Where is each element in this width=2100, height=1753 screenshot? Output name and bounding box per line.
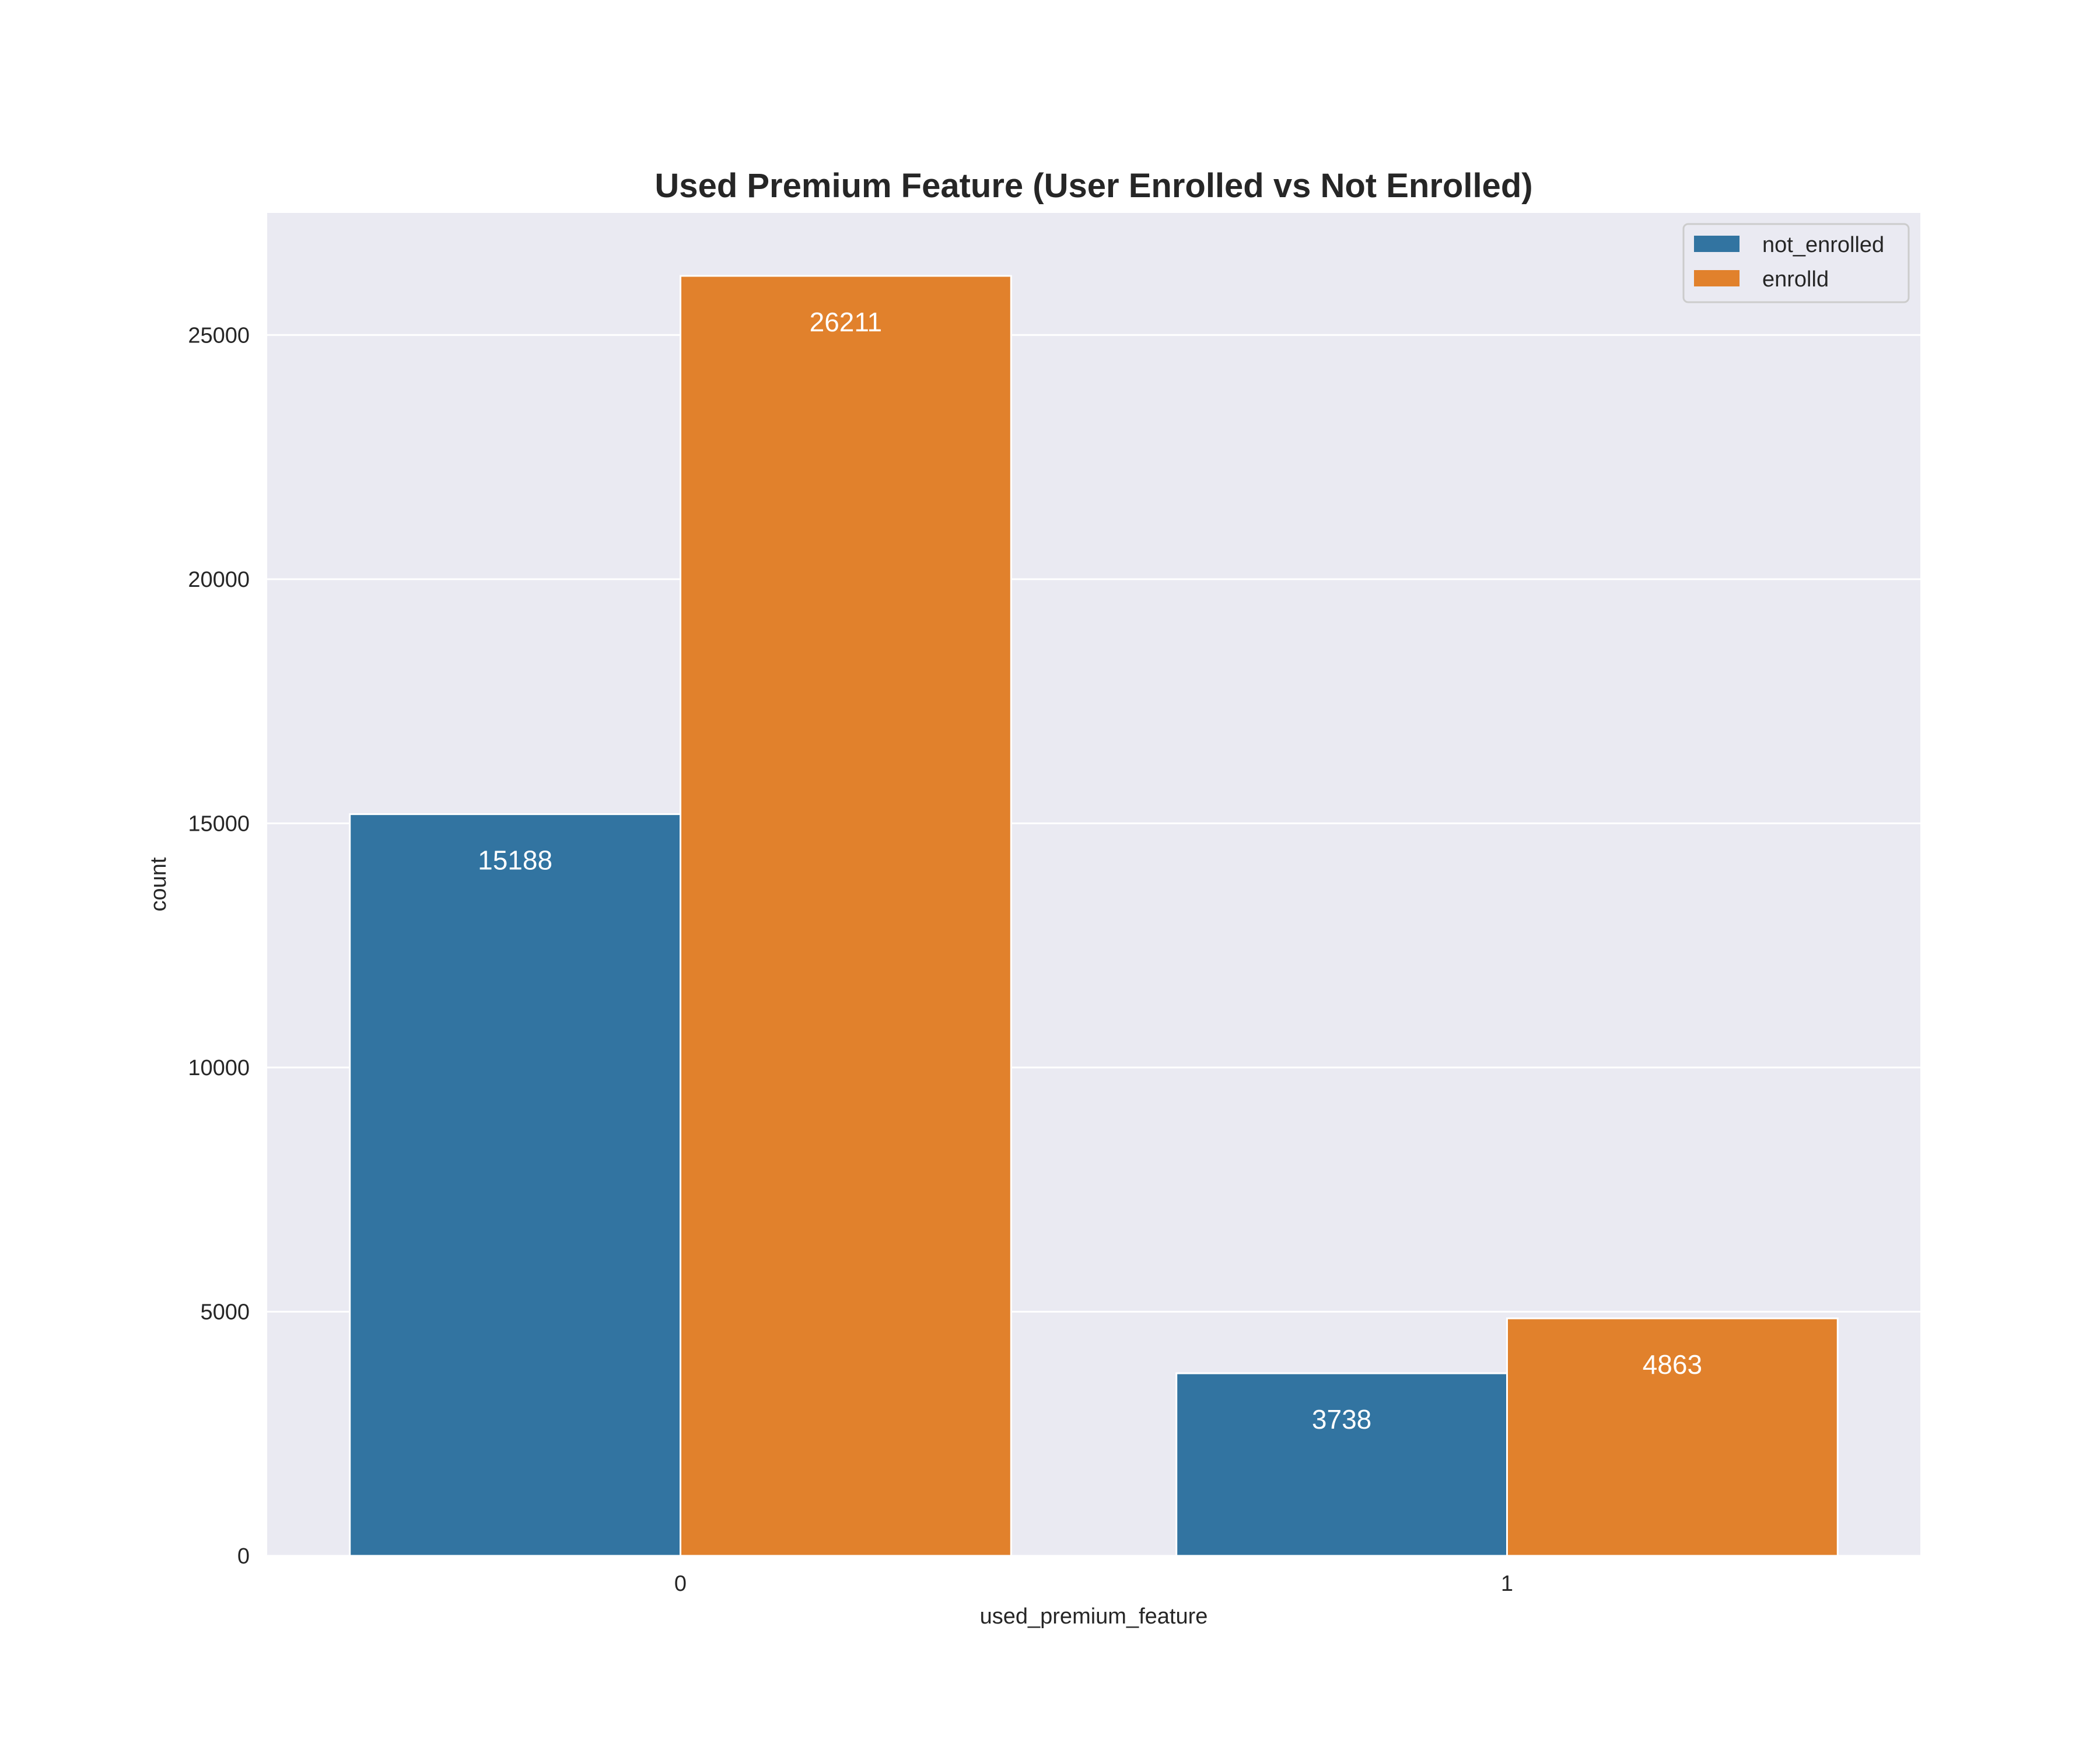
legend-label-not-enrolled: not_enrolled xyxy=(1762,233,1884,257)
y-axis-ticks: 0 5000 10000 15000 20000 25000 xyxy=(188,323,250,1569)
x-tick-label: 0 xyxy=(674,1572,687,1596)
bars-layer xyxy=(349,275,1839,1557)
y-tick-label: 15000 xyxy=(188,811,250,836)
x-axis-label: used_premium_feature xyxy=(980,1604,1208,1629)
y-tick-label: 20000 xyxy=(188,568,250,592)
bar-not_enrolled-0 xyxy=(349,813,681,1557)
y-axis-label: count xyxy=(146,857,171,911)
data-label-enrolld-0: 26211 xyxy=(810,307,883,337)
data-label-enrolld-1: 4863 xyxy=(1643,1349,1702,1380)
bar-enrolld-0 xyxy=(680,275,1012,1557)
y-tick-label: 5000 xyxy=(200,1300,250,1324)
legend: not_enrolled enrolld xyxy=(1682,223,1910,303)
data-labels-layer: 15188 26211 3738 4863 xyxy=(478,307,1702,1434)
legend-swatch-not-enrolled xyxy=(1694,236,1740,252)
data-label-not_enrolled-1: 3738 xyxy=(1312,1404,1371,1434)
data-label-not_enrolled-0: 15188 xyxy=(478,845,552,876)
bar-not_enrolled-1 xyxy=(1175,1372,1508,1557)
y-tick-label: 10000 xyxy=(188,1056,250,1080)
legend-swatch-enrolld xyxy=(1694,270,1740,286)
bar-enrolld-1 xyxy=(1506,1317,1839,1557)
y-tick-label: 25000 xyxy=(188,323,250,348)
legend-box xyxy=(1682,223,1910,303)
y-tick-label: 0 xyxy=(237,1544,250,1569)
x-tick-label: 1 xyxy=(1501,1572,1513,1596)
legend-label-enrolld: enrolld xyxy=(1762,267,1829,292)
chart-title: Used Premium Feature (User Enrolled vs N… xyxy=(654,167,1532,205)
